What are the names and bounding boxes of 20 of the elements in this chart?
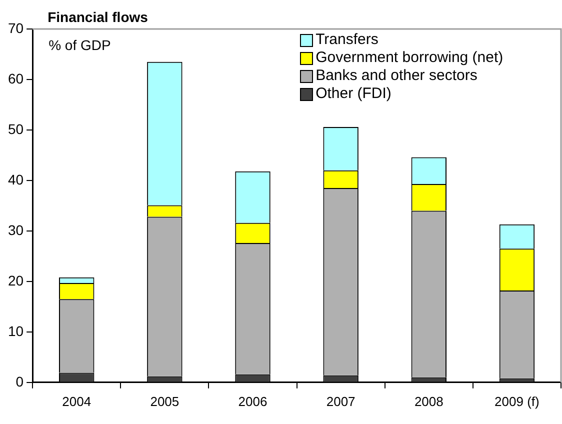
x-tick-label: 2004	[62, 394, 92, 409]
y-tick-label: 40	[8, 171, 24, 188]
legend-label: Other (FDI)	[316, 85, 392, 103]
legend-label: Transfers	[316, 31, 378, 49]
y-tick-label: 60	[8, 70, 24, 86]
x-tick-label: 2007	[326, 394, 356, 409]
x-tick-label: 2008	[414, 394, 444, 409]
y-tick-label: 0	[16, 373, 24, 390]
legend-label: Government borrowing (net)	[316, 49, 504, 67]
legend-label: Banks and other sectors	[316, 67, 478, 85]
y-tick-label: 10	[8, 322, 24, 339]
chart-title: Financial flows	[48, 9, 148, 25]
y-tick-label: 30	[8, 222, 24, 238]
x-tick-label: 2006	[238, 394, 268, 409]
x-tick-label: 2009 (f)	[494, 394, 540, 409]
y-axis-title: % of GDP	[48, 37, 111, 53]
y-tick-label: 70	[8, 20, 24, 36]
x-tick-label: 2005	[150, 394, 180, 409]
y-tick-label: 20	[8, 272, 24, 288]
y-tick-label: 50	[8, 120, 24, 137]
